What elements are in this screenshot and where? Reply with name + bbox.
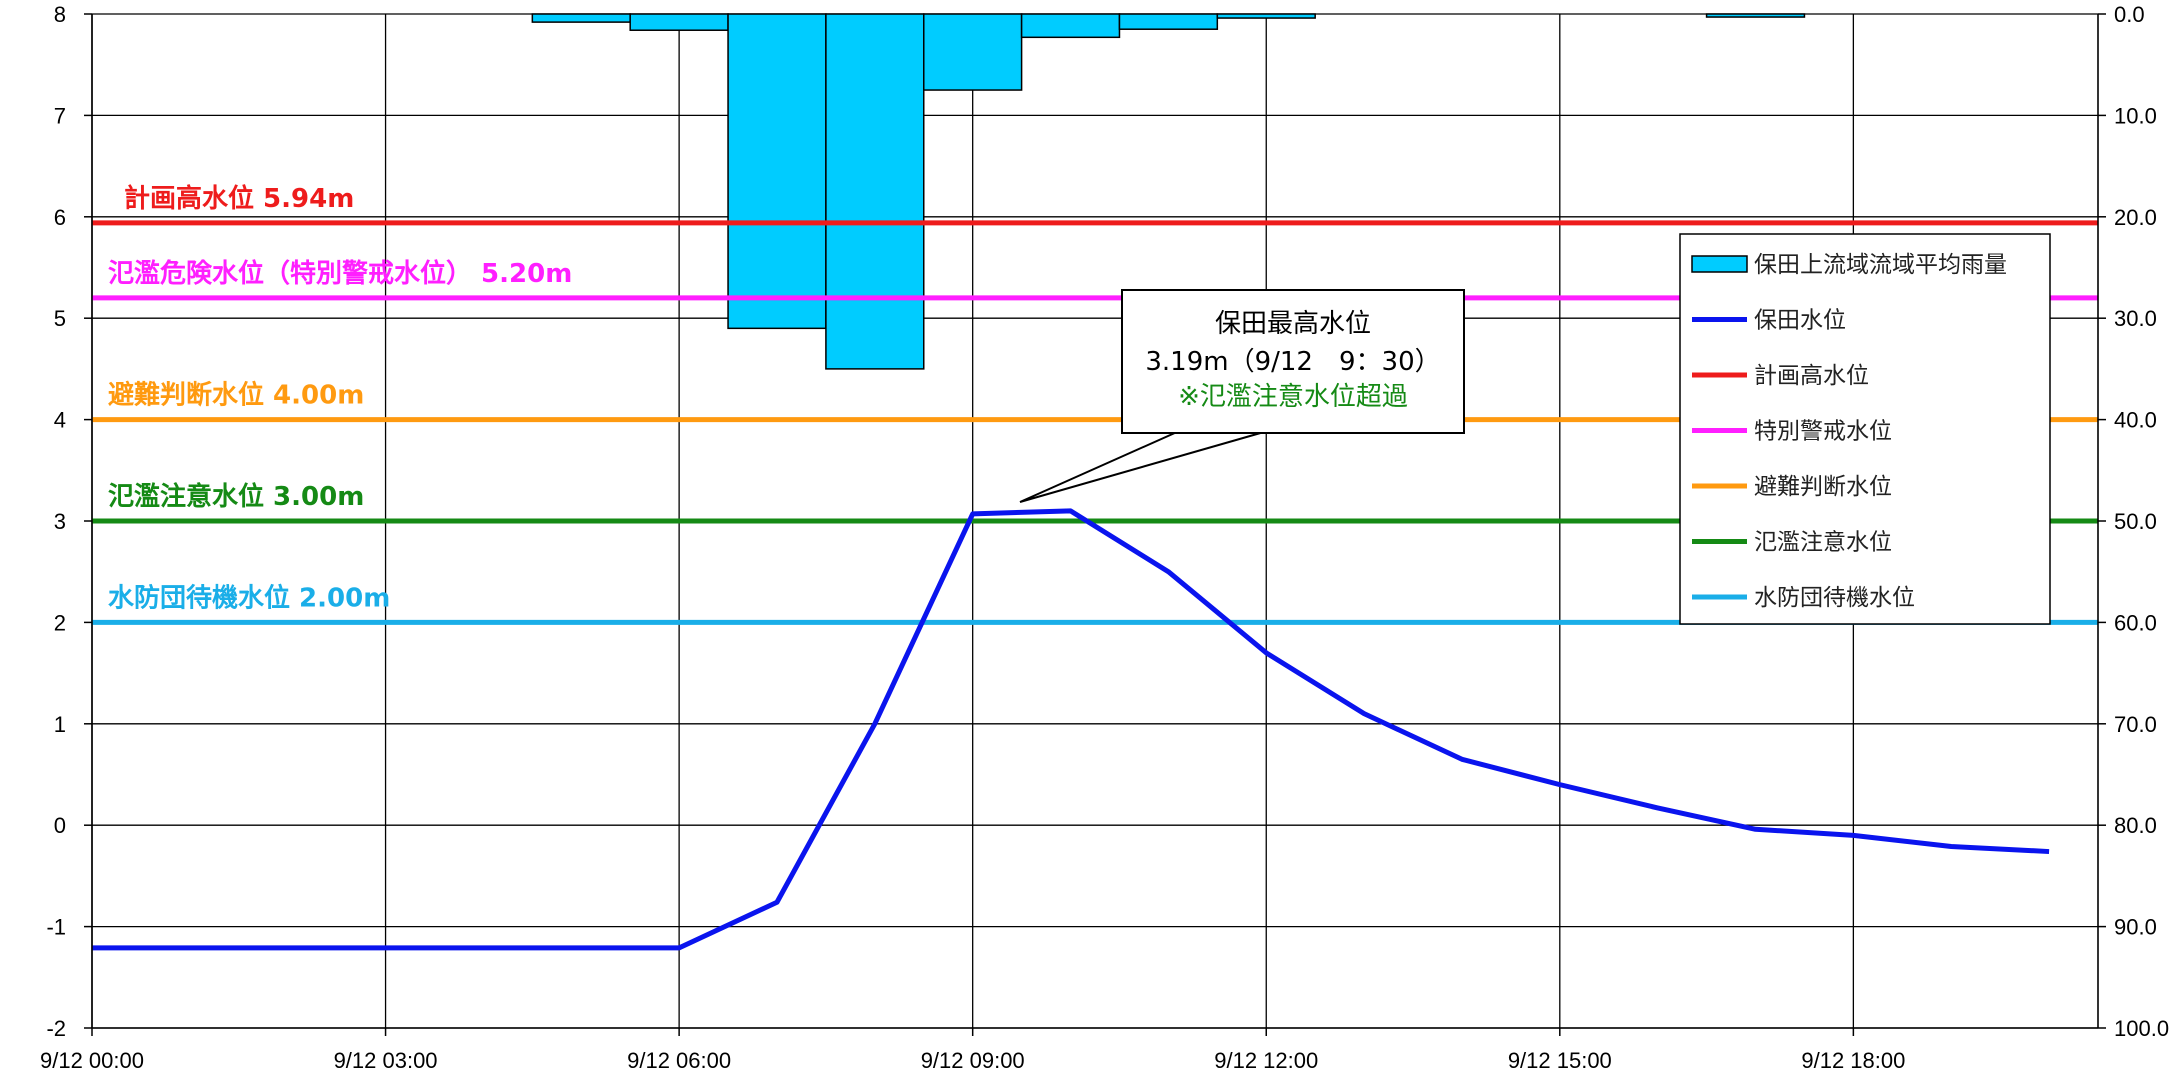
water-level-line [92,508,2050,951]
x-tick-label: 9/12 12:00 [1214,1048,1318,1073]
y-left-tick-label: 6 [54,205,66,230]
legend-swatch-rain [1691,255,1748,273]
threshold-label-standby: 水防団待機水位 2.00m [108,582,390,613]
y-left-tick-label: 0 [54,813,66,838]
legend-entry-label: 保田上流域流域平均雨量 [1754,252,2007,278]
legend-entry-label: 氾濫注意水位 [1754,530,1892,556]
rain-bar [531,13,631,23]
callout-pointer [1019,431,1265,503]
y-right-tick-label: 80.0 [2114,813,2157,838]
callout-note: ※氾濫注意水位超過 [1178,382,1408,412]
rain-bar [825,13,925,370]
y-right-tick-label: 20.0 [2114,205,2157,230]
rain-bar [1705,13,1806,18]
rain-bar [923,13,1023,91]
y-right-tick-label: 100.0 [2114,1016,2169,1041]
threshold-label-special: 氾濫危険水位（特別警戒水位） 5.20m [108,258,572,289]
y-left-tick-label: 5 [54,306,66,331]
rain-bar [1216,13,1316,19]
threshold-label-evac: 避難判断水位 4.00m [108,380,364,411]
x-tick-label: 9/12 18:00 [1801,1048,1905,1073]
callout-box [1121,289,1465,434]
rain-bars [531,13,1806,370]
legend-entry-label: 保田水位 [1754,308,1846,334]
x-tick-label: 9/12 03:00 [334,1048,438,1073]
y-left-tick-label: -1 [46,915,66,940]
threshold-label-caution: 氾濫注意水位 3.00m [108,481,364,512]
legend-entry-label: 避難判断水位 [1754,474,1892,500]
y-left-tick-label: -2 [46,1016,66,1041]
rain-bar [1118,13,1219,30]
y-right-tick-label: 70.0 [2114,712,2157,737]
threshold-label-plan: 計画高水位 5.94m [124,183,354,214]
y-left-tick-label: 3 [54,509,66,534]
callout-value: 3.19m（9/12 9：30） [1145,347,1440,377]
x-tick-label: 9/12 06:00 [627,1048,731,1073]
y-right-tick-label: 60.0 [2114,610,2157,635]
x-tick-label: 9/12 15:00 [1508,1048,1612,1073]
y-left-tick-label: 7 [54,103,66,128]
legend-entry-label: 計画高水位 [1754,363,1869,389]
legend: 保田上流域流域平均雨量保田水位計画高水位特別警戒水位避難判断水位氾濫注意水位水防… [1679,233,2051,625]
water-level-series [92,508,2050,951]
x-tick-label: 9/12 09:00 [921,1048,1025,1073]
x-tick-label: 9/12 00:00 [40,1048,144,1073]
y-right-tick-label: 30.0 [2114,306,2157,331]
y-left-tick-label: 4 [54,408,66,433]
y-left-tick-label: 2 [54,610,66,635]
callout-title: 保田最高水位 [1215,309,1371,339]
y-right-tick-label: 40.0 [2114,408,2157,433]
y-right-tick-label: 10.0 [2114,103,2157,128]
threshold-lines: 計画高水位 5.94m 氾濫危険水位（特別警戒水位） 5.20m 避難判断水位 4.… [92,183,2098,625]
legend-entry-label: 水防団待機水位 [1754,585,1915,611]
rain-bar [629,13,729,31]
y-right-tick-label: 50.0 [2114,509,2157,534]
y-right-tick-label: 0.0 [2114,2,2145,27]
rain-bar [1020,13,1121,39]
legend-entry-label: 特別警戒水位 [1754,419,1892,445]
rain-bar [727,13,827,330]
y-left-tick-label: 8 [54,2,66,27]
y-right-tick-label: 90.0 [2114,915,2157,940]
peak-callout: 保田最高水位 3.19m（9/12 9：30） ※氾濫注意水位超過 [1019,289,1465,503]
y-left-tick-label: 1 [54,712,66,737]
